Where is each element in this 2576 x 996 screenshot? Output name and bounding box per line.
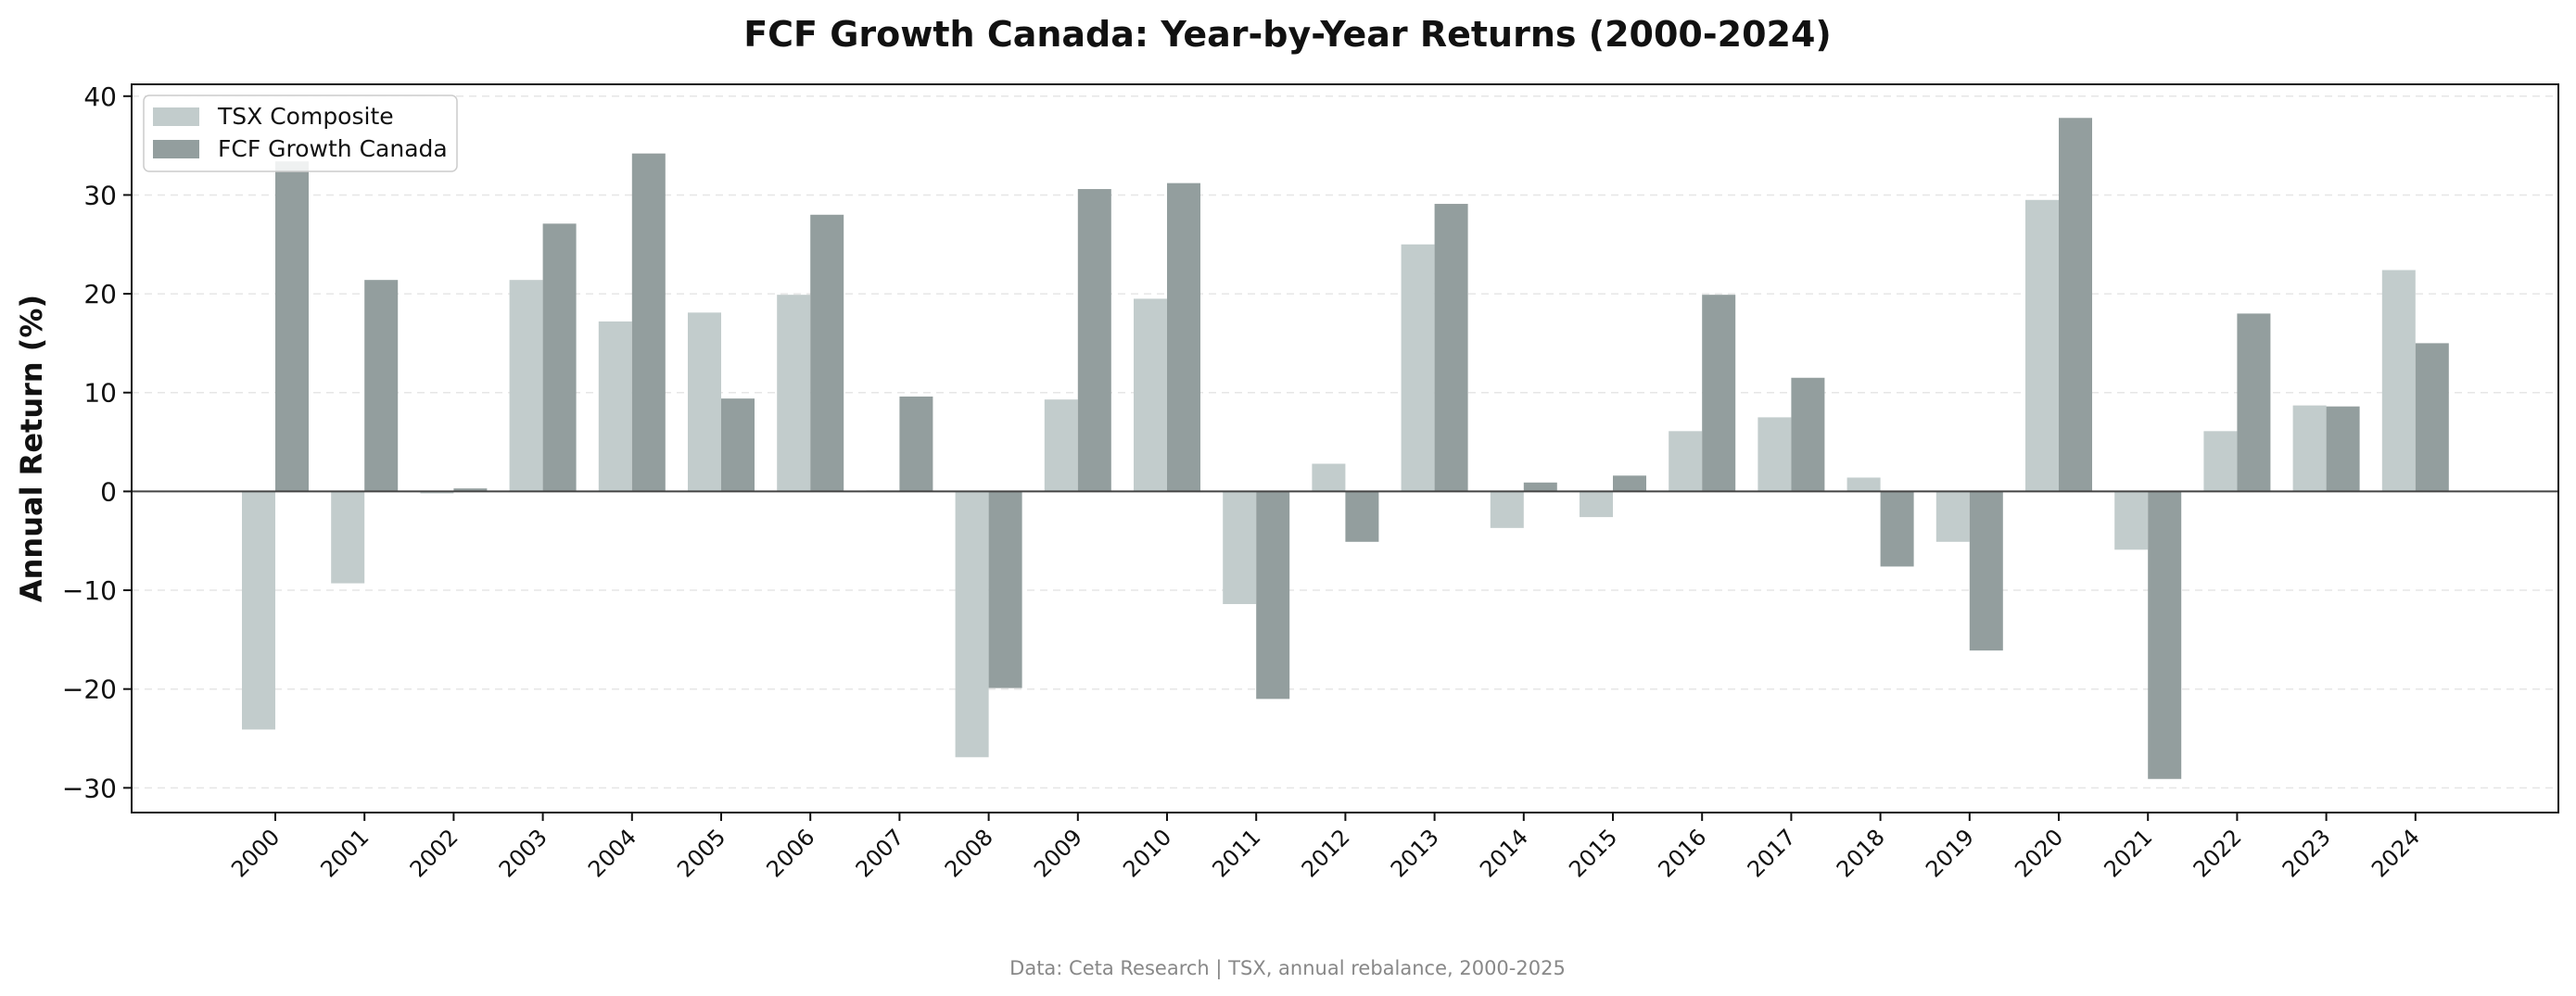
legend: TSX Composite FCF Growth Canada: [143, 95, 458, 172]
x-tick-label: 2021: [2099, 824, 2157, 882]
bar-tsx-composite-2000: [242, 491, 275, 730]
x-tick-label: 2008: [940, 824, 998, 882]
legend-box: [143, 95, 458, 172]
legend-label-tsx-composite: TSX Composite: [217, 103, 394, 130]
x-tick-label: 2002: [405, 824, 463, 882]
x-tick-label: 2003: [494, 824, 552, 882]
y-tick-label: −20: [62, 675, 117, 705]
bar-tsx-composite-2012: [1312, 463, 1346, 492]
y-tick-label: 0: [100, 476, 117, 507]
y-tick-label: 30: [83, 180, 117, 210]
legend-swatch-tsx-composite: [153, 107, 199, 126]
grid-lines: [132, 95, 2558, 789]
x-tick-label: 2007: [851, 824, 909, 882]
bar-fcf-growth-canada-2007: [899, 397, 933, 492]
bar-tsx-composite-2024: [2381, 270, 2416, 492]
bar-fcf-growth-canada-2023: [2326, 406, 2360, 492]
bar-fcf-growth-canada-2020: [2059, 118, 2092, 492]
y-tick-label: −30: [62, 773, 117, 803]
bar-tsx-composite-2006: [777, 295, 811, 492]
bar-fcf-growth-canada-2010: [1167, 183, 1200, 492]
bar-fcf-growth-canada-2012: [1345, 491, 1379, 542]
x-tick-label: 2013: [1386, 824, 1444, 882]
y-tick-label: 20: [83, 279, 117, 309]
y-axis-ticks: 40 30 20 10 0 −10 −20 −30: [62, 82, 132, 803]
bar-tsx-composite-2018: [1846, 477, 1881, 492]
bar-tsx-composite-2019: [1935, 491, 1970, 542]
bar-fcf-growth-canada-2009: [1077, 189, 1111, 492]
x-tick-label: 2011: [1207, 824, 1265, 882]
x-tick-label: 2001: [315, 824, 374, 882]
x-tick-label: 2020: [2010, 824, 2068, 882]
bar-tsx-composite-2010: [1134, 298, 1167, 492]
bar-fcf-growth-canada-2013: [1434, 204, 1468, 492]
bar-tsx-composite-2001: [331, 491, 365, 584]
plot-frame: [131, 83, 2559, 813]
x-tick-label: 2018: [1832, 824, 1890, 882]
bar-fcf-growth-canada-2011: [1256, 491, 1290, 700]
bar-tsx-composite-2004: [598, 321, 632, 492]
bar-fcf-growth-canada-2014: [1523, 482, 1557, 492]
legend-label-fcf-growth-canada: FCF Growth Canada: [218, 135, 448, 162]
bar-tsx-composite-2011: [1223, 491, 1257, 604]
bar-tsx-composite-2020: [2025, 199, 2059, 492]
bar-fcf-growth-canada-2001: [364, 280, 399, 492]
bar-fcf-growth-canada-2008: [988, 491, 1022, 688]
chart-title: FCF Growth Canada: Year-by-Year Returns …: [743, 14, 1832, 55]
bar-tsx-composite-2015: [1580, 491, 1613, 518]
bar-fcf-growth-canada-2003: [542, 223, 577, 492]
bar-fcf-growth-canada-2006: [810, 214, 844, 492]
bar-tsx-composite-2022: [2203, 431, 2238, 492]
bar-tsx-composite-2008: [955, 491, 989, 758]
x-tick-label: 2024: [2367, 824, 2425, 882]
x-tick-label: 2010: [1118, 824, 1176, 882]
bar-tsx-composite-2023: [2292, 405, 2327, 492]
bar-fcf-growth-canada-2018: [1880, 491, 1914, 567]
x-tick-label: 2019: [1921, 824, 1979, 882]
bar-series-group: [242, 118, 2449, 779]
bar-tsx-composite-2021: [2114, 491, 2149, 550]
bar-tsx-composite-2009: [1044, 399, 1078, 492]
y-tick-label: −10: [62, 575, 117, 606]
x-tick-label: 2012: [1297, 824, 1355, 882]
y-tick-label: 40: [83, 82, 117, 112]
bar-fcf-growth-canada-2017: [1791, 377, 1825, 492]
x-tick-label: 2006: [761, 824, 819, 882]
legend-swatch-fcf-growth-canada: [153, 140, 199, 158]
bar-tsx-composite-2013: [1401, 244, 1435, 492]
bar-tsx-composite-2005: [688, 312, 721, 492]
bar-fcf-growth-canada-2019: [1969, 491, 2003, 651]
bar-fcf-growth-canada-2015: [1613, 475, 1646, 492]
bar-fcf-growth-canada-2016: [1702, 295, 1736, 492]
bar-fcf-growth-canada-2022: [2237, 313, 2271, 492]
y-tick-label: 10: [83, 378, 117, 409]
bar-fcf-growth-canada-2000: [275, 161, 309, 492]
x-tick-label: 2009: [1029, 824, 1087, 882]
bar-fcf-growth-canada-2024: [2415, 343, 2449, 492]
data-source-footer: Data: Ceta Research | TSX, annual rebala…: [1009, 957, 1566, 980]
x-tick-label: 2004: [583, 824, 641, 882]
x-tick-label: 2000: [226, 824, 285, 882]
x-tick-label: 2017: [1743, 824, 1801, 882]
bar-fcf-growth-canada-2002: [453, 488, 488, 492]
bar-fcf-growth-canada-2004: [631, 153, 666, 492]
bar-tsx-composite-2017: [1758, 417, 1792, 492]
x-tick-label: 2023: [2278, 824, 2336, 882]
y-axis-label: Annual Return (%): [14, 295, 49, 602]
bar-fcf-growth-canada-2005: [721, 398, 755, 492]
x-tick-label: 2015: [1564, 824, 1622, 882]
x-tick-label: 2014: [1475, 824, 1533, 882]
x-axis-ticks: 2000 2001 2002 2003 2004 2005 2006 2007 2008 2009…: [226, 813, 2425, 882]
x-tick-label: 2022: [2189, 824, 2247, 882]
x-tick-label: 2016: [1653, 824, 1711, 882]
bar-tsx-composite-2003: [509, 280, 543, 492]
bar-tsx-composite-2014: [1490, 491, 1524, 528]
bar-fcf-growth-canada-2021: [2148, 491, 2182, 779]
bar-tsx-composite-2002: [420, 491, 454, 494]
bar-tsx-composite-2016: [1669, 431, 1703, 492]
x-tick-label: 2005: [672, 824, 730, 882]
